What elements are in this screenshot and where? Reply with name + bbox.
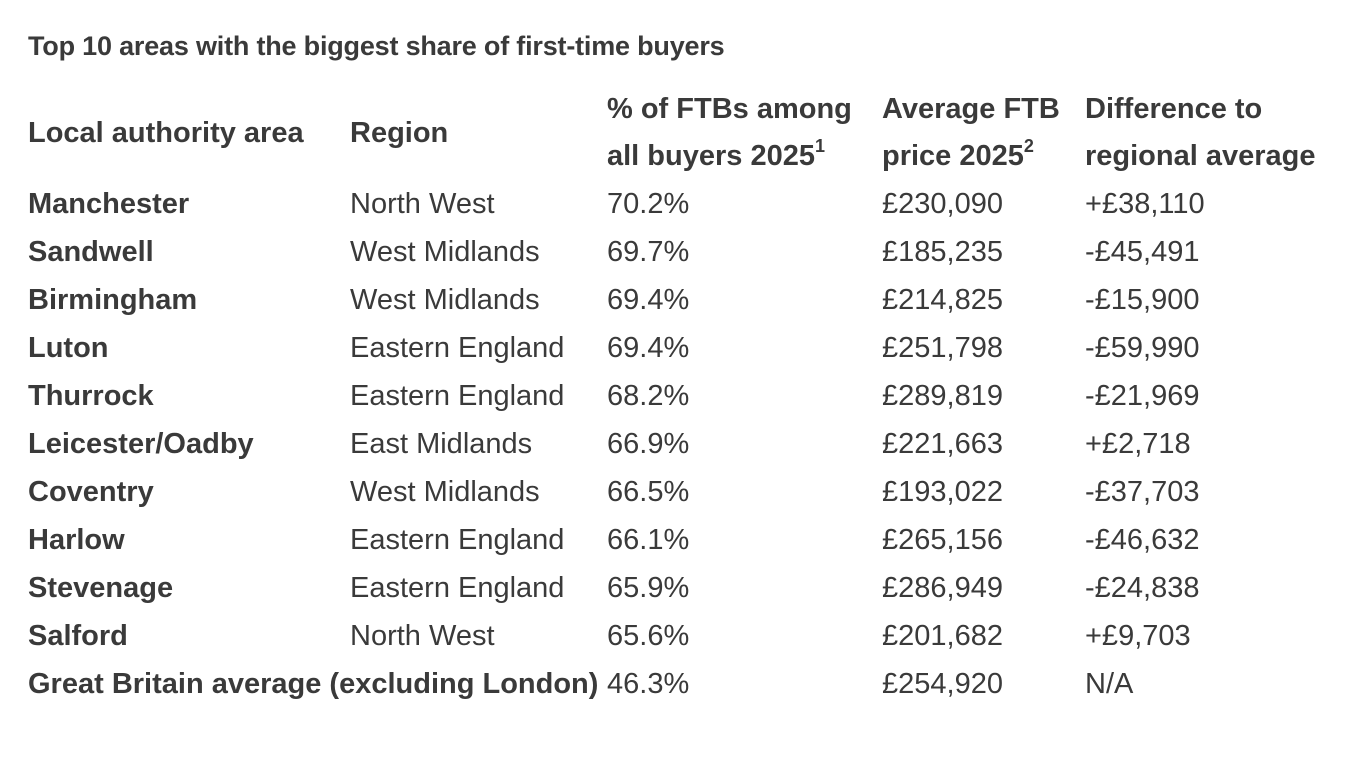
cell-region: East Midlands — [350, 428, 533, 460]
table-row: Stevenage Eastern England 65.9% £286,949 -£2… — [28, 564, 1345, 612]
cell-area: Harlow — [28, 524, 125, 556]
cell-area: Leicester/Oadby — [28, 428, 254, 460]
cell-share: 66.9% — [607, 428, 690, 460]
header-share: % of FTBs among all buyers 20251 — [607, 86, 882, 180]
cell-region: Eastern England — [350, 572, 565, 604]
cell-share: 65.9% — [607, 572, 690, 604]
cell-price: £214,825 — [882, 284, 1003, 316]
header-diff-line1: Difference to — [1085, 93, 1263, 125]
cell-share: 69.7% — [607, 236, 690, 268]
header-region: Region — [350, 116, 449, 149]
cell-diff: +£38,110 — [1085, 188, 1205, 220]
table-row: Harlow Eastern England 66.1% £265,156 -£46,6… — [28, 516, 1345, 564]
cell-area: Luton — [28, 332, 109, 364]
cell-price: £251,798 — [882, 332, 1003, 364]
footnote-marker-2: 2 — [1023, 136, 1034, 157]
cell-diff: -£21,969 — [1085, 380, 1200, 412]
cell-region: West Midlands — [350, 236, 540, 268]
cell-area: Thurrock — [28, 380, 154, 412]
cell-price: £289,819 — [882, 380, 1003, 412]
table-body: Manchester North West 70.2% £230,090 +£38,11… — [28, 180, 1345, 708]
table-row: Luton Eastern England 69.4% £251,798 -£59,99… — [28, 324, 1345, 372]
cell-share: 69.4% — [607, 284, 690, 316]
cell-area: Stevenage — [28, 572, 174, 604]
cell-area: Birmingham — [28, 284, 198, 316]
cell-region: Eastern England — [350, 524, 565, 556]
header-row: Local authority area Region % of FTBs am… — [28, 86, 1345, 180]
header-share-line2: all buyers 2025 — [607, 140, 815, 172]
cell-region: West Midlands — [350, 284, 540, 316]
cell-region: North West — [350, 188, 495, 220]
cell-price: £286,949 — [882, 572, 1003, 604]
table-container: Top 10 areas with the biggest share of f… — [28, 28, 1348, 708]
cell-region: Eastern England — [350, 332, 565, 364]
cell-share: 70.2% — [607, 188, 690, 220]
total-row: Great Britain average (excluding London)… — [28, 660, 1345, 708]
cell-price: £221,663 — [882, 428, 1003, 460]
cell-area: Coventry — [28, 476, 154, 508]
table-row: Thurrock Eastern England 68.2% £289,819 -£21… — [28, 372, 1345, 420]
header-diff-line2: regional average — [1085, 140, 1316, 172]
header-price-line1: Average FTB — [882, 93, 1060, 125]
cell-price: £193,022 — [882, 476, 1003, 508]
header-area: Local authority area — [28, 116, 304, 149]
ftb-table: Local authority area Region % of FTBs am… — [28, 86, 1345, 708]
cell-region: Eastern England — [350, 380, 565, 412]
header-price-line2: price 2025 — [882, 140, 1024, 172]
header-share-line1: % of FTBs among — [607, 93, 852, 125]
total-share: 46.3% — [607, 668, 690, 700]
cell-diff: -£46,632 — [1085, 524, 1200, 556]
table-row: Sandwell West Midlands 69.7% £185,235 -£45,4… — [28, 228, 1345, 276]
header-price: Average FTB price 20252 — [882, 86, 1085, 180]
cell-share: 68.2% — [607, 380, 690, 412]
cell-diff: -£24,838 — [1085, 572, 1200, 604]
cell-share: 66.5% — [607, 476, 690, 508]
cell-diff: +£9,703 — [1085, 620, 1191, 652]
header-diff: Difference to regional average — [1085, 86, 1345, 180]
table-row: Leicester/Oadby East Midlands 66.9% £221,66… — [28, 420, 1345, 468]
cell-diff: -£59,990 — [1085, 332, 1200, 364]
cell-diff: +£2,718 — [1085, 428, 1191, 460]
cell-region: North West — [350, 620, 495, 652]
table-row: Coventry West Midlands 66.5% £193,022 -£37,7… — [28, 468, 1345, 516]
cell-price: £185,235 — [882, 236, 1003, 268]
footnote-marker-1: 1 — [814, 136, 825, 157]
cell-price: £265,156 — [882, 524, 1003, 556]
cell-area: Salford — [28, 620, 128, 652]
cell-diff: -£37,703 — [1085, 476, 1200, 508]
total-area: Great Britain average (excluding London) — [28, 668, 599, 700]
table-row: Salford North West 65.6% £201,682 +£9,703 — [28, 612, 1345, 660]
total-diff: N/A — [1085, 668, 1134, 700]
table-row: Manchester North West 70.2% £230,090 +£38,11… — [28, 180, 1345, 228]
cell-price: £201,682 — [882, 620, 1003, 652]
table-title: Top 10 areas with the biggest share of f… — [28, 31, 725, 61]
cell-diff: -£15,900 — [1085, 284, 1200, 316]
total-price: £254,920 — [882, 668, 1003, 700]
cell-diff: -£45,491 — [1085, 236, 1200, 268]
cell-share: 66.1% — [607, 524, 690, 556]
cell-share: 65.6% — [607, 620, 690, 652]
cell-area: Sandwell — [28, 236, 154, 268]
cell-region: West Midlands — [350, 476, 540, 508]
table-row: Birmingham West Midlands 69.4% £214,825 -£15… — [28, 276, 1345, 324]
cell-price: £230,090 — [882, 188, 1003, 220]
cell-area: Manchester — [28, 188, 190, 220]
cell-share: 69.4% — [607, 332, 690, 364]
